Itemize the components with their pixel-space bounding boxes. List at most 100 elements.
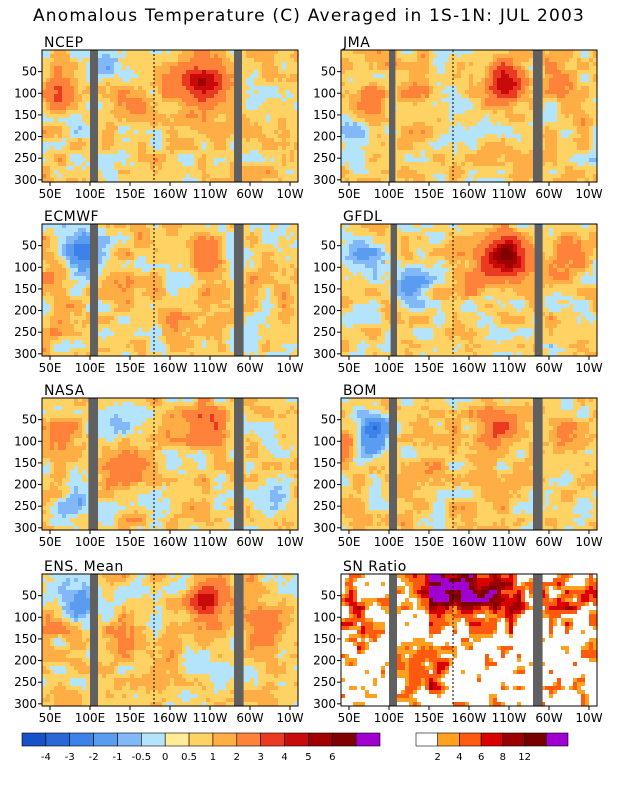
heatmap-cell [182,58,187,63]
heatmap-cell [102,158,107,163]
heatmap-cell [585,54,590,59]
heatmap-cell [166,224,171,229]
heatmap-cell [581,110,586,115]
heatmap-cell [98,86,103,91]
heatmap-cell [166,94,171,99]
heatmap-cell [345,158,350,163]
heatmap-cell [54,236,59,241]
heatmap-cell [170,170,175,175]
heatmap-cell [166,264,171,269]
heatmap-cell [429,78,434,83]
heatmap-cell [146,118,151,123]
heatmap-cell [262,106,267,111]
heatmap-cell [437,170,442,175]
heatmap-cell [222,228,227,233]
heatmap-cell [166,142,171,147]
heatmap-cell [437,158,442,163]
heatmap-cell [445,122,450,127]
heatmap-cell [110,78,115,83]
heatmap-cell [278,142,283,147]
heatmap-cell [377,106,382,111]
heatmap-cell [222,142,227,147]
heatmap-cell [214,62,219,67]
heatmap-cell [142,114,147,119]
heatmap-cell [497,150,502,155]
heatmap-cell [210,158,215,163]
heatmap-cell [150,54,155,59]
heatmap-cell [122,264,127,269]
heatmap-cell [82,122,87,127]
heatmap-cell [341,162,346,167]
heatmap-cell [46,232,51,237]
heatmap-cell [497,90,502,95]
heatmap-cell [42,170,47,175]
heatmap-cell [377,62,382,67]
heatmap-cell [509,178,514,183]
heatmap-cell [42,106,47,111]
heatmap-cell [573,50,578,55]
heatmap-cell [190,224,195,229]
heatmap-cell [397,50,402,55]
heatmap-cell [365,66,370,71]
heatmap-cell [445,74,450,79]
heatmap-cell [349,138,354,143]
heatmap-cell [361,82,366,87]
heatmap-cell [493,146,498,151]
heatmap-cell [218,256,223,261]
heatmap-cell [501,114,506,119]
heatmap-cell [202,224,207,229]
heatmap-cell [493,102,498,107]
heatmap-cell [433,134,438,139]
heatmap-cell [341,134,346,139]
heatmap-cell [569,138,574,143]
heatmap-cell [385,70,390,75]
x-tick-label: 110W [193,187,228,201]
heatmap-cell [98,82,103,87]
heatmap-cell [274,94,279,99]
heatmap-cell [585,58,590,63]
heatmap-cell [174,78,179,83]
heatmap-cell [425,154,430,159]
heatmap-cell [146,142,151,147]
heatmap-cell [86,158,91,163]
heatmap-cell [266,236,271,241]
heatmap-cell [481,86,486,91]
heatmap-cell [46,154,51,159]
heatmap-cell [170,58,175,63]
heatmap-cell [565,166,570,171]
heatmap-cell [577,90,582,95]
heatmap-cell [585,82,590,87]
heatmap-cell [409,138,414,143]
heatmap-cell [194,166,199,171]
heatmap-cell [541,142,546,147]
heatmap-cell [517,178,522,183]
heatmap-cell [485,70,490,75]
heatmap-cell [489,106,494,111]
heatmap-cell [78,110,83,115]
heatmap-cell [206,70,211,75]
heatmap-cell [469,110,474,115]
heatmap-cell [226,50,231,55]
heatmap-cell [82,142,87,147]
heatmap-cell [166,110,171,115]
heatmap-cell [441,94,446,99]
heatmap-cell [158,86,163,91]
heatmap-cell [42,232,47,237]
heatmap-cell [114,174,119,179]
heatmap-cell [345,178,350,183]
heatmap-cell [585,178,590,183]
heatmap-cell [357,58,362,63]
heatmap-cell [509,98,514,103]
heatmap-cell [286,154,291,159]
heatmap-cell [150,78,155,83]
heatmap-cell [150,114,155,119]
heatmap-cell [134,248,139,253]
heatmap-cell [66,240,71,245]
heatmap-cell [589,158,594,163]
heatmap-cell [286,106,291,111]
heatmap-cell [106,98,111,103]
heatmap-cell [250,158,255,163]
heatmap-cell [266,114,271,119]
heatmap-cell [294,130,299,135]
heatmap-cell [166,138,171,143]
